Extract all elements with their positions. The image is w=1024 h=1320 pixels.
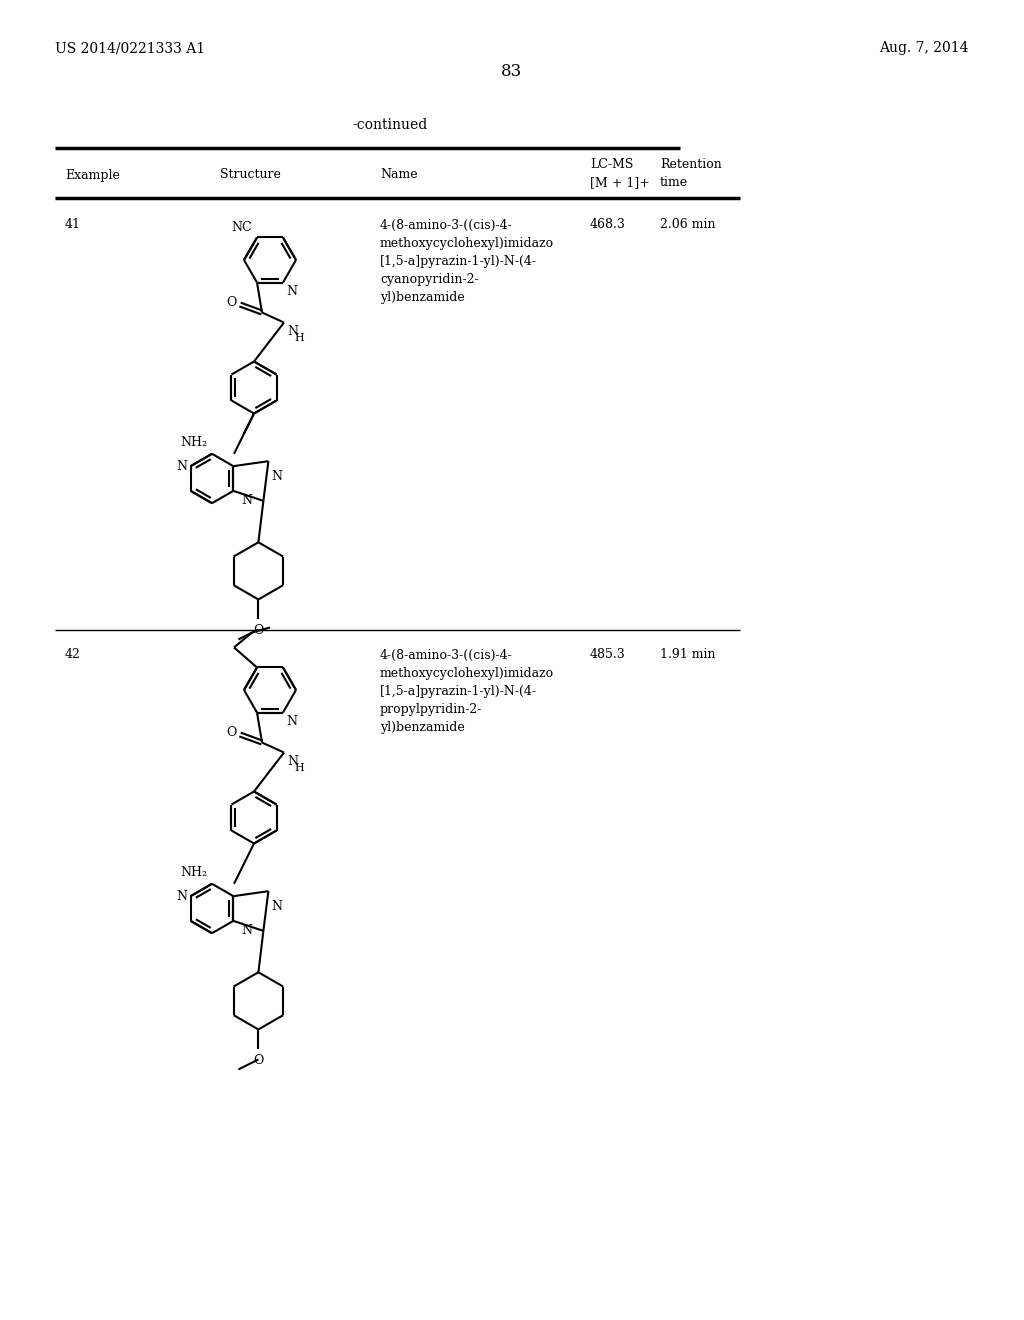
- Text: H: H: [294, 763, 304, 772]
- Text: N: N: [286, 714, 297, 727]
- Text: time: time: [660, 177, 688, 190]
- Text: yl)benzamide: yl)benzamide: [380, 721, 465, 734]
- Text: 1.91 min: 1.91 min: [660, 648, 716, 661]
- Text: US 2014/0221333 A1: US 2014/0221333 A1: [55, 41, 205, 55]
- Text: N: N: [287, 755, 298, 767]
- Text: methoxycyclohexyl)imidazo: methoxycyclohexyl)imidazo: [380, 236, 554, 249]
- Text: propylpyridin-2-: propylpyridin-2-: [380, 702, 482, 715]
- Text: 468.3: 468.3: [590, 219, 626, 231]
- Text: [1,5-a]pyrazin-1-yl)-N-(4-: [1,5-a]pyrazin-1-yl)-N-(4-: [380, 685, 537, 697]
- Text: 4-(8-amino-3-((cis)-4-: 4-(8-amino-3-((cis)-4-: [380, 648, 513, 661]
- Text: 2.06 min: 2.06 min: [660, 219, 716, 231]
- Text: NH₂: NH₂: [180, 866, 207, 879]
- Text: [M + 1]+: [M + 1]+: [590, 177, 650, 190]
- Text: LC-MS: LC-MS: [590, 158, 634, 172]
- Text: N: N: [242, 494, 252, 507]
- Text: 41: 41: [65, 219, 81, 231]
- Text: Aug. 7, 2014: Aug. 7, 2014: [880, 41, 969, 55]
- Text: N: N: [176, 459, 187, 473]
- Text: NC: NC: [231, 222, 252, 235]
- Text: O: O: [253, 1055, 263, 1068]
- Text: -continued: -continued: [352, 117, 428, 132]
- Text: cyanopyridin-2-: cyanopyridin-2-: [380, 272, 478, 285]
- Text: 4-(8-amino-3-((cis)-4-: 4-(8-amino-3-((cis)-4-: [380, 219, 513, 231]
- Text: O: O: [253, 624, 263, 638]
- Text: N: N: [286, 285, 297, 297]
- Text: N: N: [271, 899, 282, 912]
- Text: N: N: [176, 890, 187, 903]
- Text: Name: Name: [380, 169, 418, 181]
- Text: N: N: [242, 924, 252, 937]
- Text: NH₂: NH₂: [180, 436, 207, 449]
- Text: yl)benzamide: yl)benzamide: [380, 290, 465, 304]
- Text: 485.3: 485.3: [590, 648, 626, 661]
- Text: 83: 83: [502, 63, 522, 81]
- Text: N: N: [287, 325, 298, 338]
- Text: Example: Example: [65, 169, 120, 181]
- Text: Retention: Retention: [660, 158, 722, 172]
- Text: O: O: [226, 296, 237, 309]
- Text: O: O: [226, 726, 237, 739]
- Text: methoxycyclohexyl)imidazo: methoxycyclohexyl)imidazo: [380, 667, 554, 680]
- Text: Structure: Structure: [220, 169, 281, 181]
- Text: 42: 42: [65, 648, 81, 661]
- Text: [1,5-a]pyrazin-1-yl)-N-(4-: [1,5-a]pyrazin-1-yl)-N-(4-: [380, 255, 537, 268]
- Text: N: N: [271, 470, 282, 483]
- Text: H: H: [294, 333, 304, 342]
